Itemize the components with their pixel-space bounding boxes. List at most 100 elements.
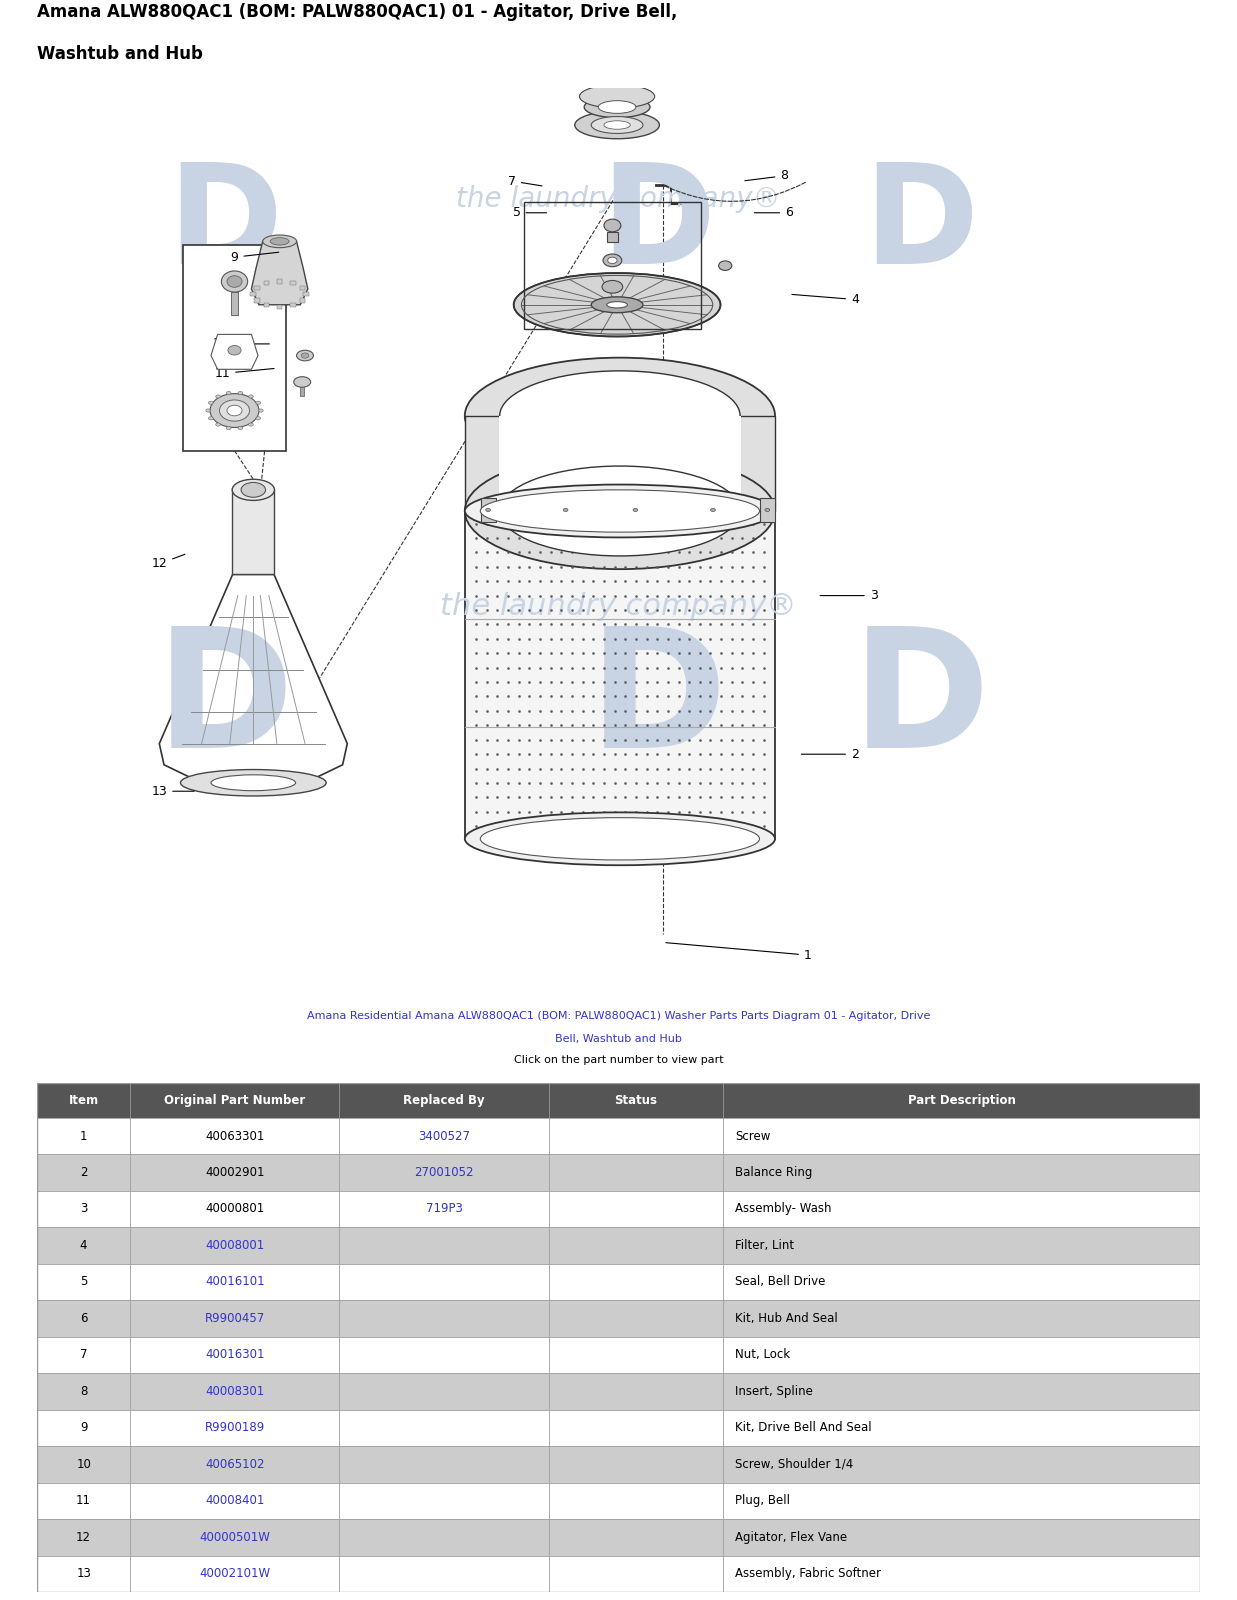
Ellipse shape (604, 219, 621, 232)
Bar (549, 1336, 724, 1373)
Ellipse shape (465, 453, 776, 570)
Bar (263, 302, 270, 307)
Text: 2: 2 (80, 1166, 88, 1179)
Text: Part Description: Part Description (908, 1094, 1016, 1107)
Text: 40008301: 40008301 (205, 1386, 265, 1398)
Bar (549, 1227, 724, 1264)
Text: Nut, Lock: Nut, Lock (735, 1349, 790, 1362)
Bar (250, 293, 256, 296)
Text: 13: 13 (77, 1568, 92, 1581)
Text: D: D (851, 619, 990, 782)
Bar (130, 1301, 339, 1336)
Bar (130, 1336, 339, 1373)
Ellipse shape (465, 485, 776, 538)
Bar (724, 1118, 1200, 1154)
Bar (301, 387, 304, 395)
Bar (37, 1373, 130, 1410)
Text: 1: 1 (80, 1130, 88, 1142)
Bar (130, 1118, 339, 1154)
Bar (339, 1190, 549, 1227)
Ellipse shape (221, 270, 247, 293)
Text: 8: 8 (80, 1386, 88, 1398)
Bar (339, 1483, 549, 1518)
Ellipse shape (249, 422, 254, 426)
Text: 40016301: 40016301 (205, 1349, 265, 1362)
Bar (254, 286, 260, 290)
Text: Click on the part number to view part: Click on the part number to view part (513, 1054, 724, 1066)
Text: 40002901: 40002901 (205, 1166, 265, 1179)
Bar (549, 1518, 724, 1555)
Ellipse shape (719, 261, 732, 270)
Bar (37, 1190, 130, 1227)
Ellipse shape (219, 400, 250, 421)
Bar (724, 1446, 1200, 1483)
Bar (130, 1227, 339, 1264)
Ellipse shape (486, 509, 490, 512)
Text: 40008001: 40008001 (205, 1238, 265, 1251)
Bar (130, 1190, 339, 1227)
Bar (705, 498, 720, 522)
Ellipse shape (215, 422, 220, 426)
Ellipse shape (293, 376, 310, 387)
Bar (277, 280, 282, 283)
Ellipse shape (238, 392, 242, 395)
Text: D: D (167, 158, 283, 293)
Text: 40063301: 40063301 (205, 1130, 265, 1142)
Ellipse shape (500, 371, 740, 461)
Bar (299, 286, 306, 290)
Text: 4: 4 (80, 1238, 88, 1251)
Text: 5: 5 (80, 1275, 88, 1288)
Bar (465, 416, 776, 510)
Ellipse shape (228, 275, 242, 288)
Bar (339, 1446, 549, 1483)
Bar (724, 1336, 1200, 1373)
Ellipse shape (584, 96, 649, 118)
Bar (628, 498, 643, 522)
Bar (37, 1118, 130, 1154)
Text: Washtub and Hub: Washtub and Hub (37, 45, 203, 64)
Ellipse shape (480, 818, 760, 859)
Bar (339, 1555, 549, 1592)
Text: Kit, Hub And Seal: Kit, Hub And Seal (735, 1312, 837, 1325)
Bar (37, 1227, 130, 1264)
Bar (339, 1373, 549, 1410)
Ellipse shape (205, 410, 210, 413)
Text: Assembly, Fabric Softner: Assembly, Fabric Softner (735, 1568, 881, 1581)
Bar (724, 1264, 1200, 1301)
Bar (289, 302, 296, 307)
Text: 6: 6 (80, 1312, 88, 1325)
Bar (130, 1410, 339, 1446)
Text: 9: 9 (80, 1421, 88, 1434)
Bar (339, 1336, 549, 1373)
Text: 1: 1 (666, 942, 811, 962)
Ellipse shape (262, 235, 297, 248)
Text: R9900457: R9900457 (204, 1312, 265, 1325)
Bar (37, 1555, 130, 1592)
Ellipse shape (249, 395, 254, 398)
Bar (549, 1555, 724, 1592)
Ellipse shape (602, 280, 622, 293)
Text: Balance Ring: Balance Ring (735, 1166, 813, 1179)
Text: R9900189: R9900189 (204, 1421, 265, 1434)
Bar (37, 1518, 130, 1555)
Bar (233, 490, 275, 574)
Bar (339, 1083, 549, 1118)
Text: Replaced By: Replaced By (403, 1094, 485, 1107)
Ellipse shape (210, 394, 259, 427)
Text: Status: Status (615, 1094, 657, 1107)
Bar (549, 1446, 724, 1483)
Bar (549, 1483, 724, 1518)
Ellipse shape (513, 274, 720, 336)
Text: 2: 2 (802, 747, 858, 760)
Text: 7: 7 (508, 174, 542, 187)
Ellipse shape (241, 483, 266, 498)
Ellipse shape (764, 509, 769, 512)
Bar (277, 304, 282, 309)
Text: 3: 3 (80, 1203, 88, 1216)
Text: Seal, Bell Drive: Seal, Bell Drive (735, 1275, 825, 1288)
Bar (339, 1410, 549, 1446)
Bar (37, 1264, 130, 1301)
Bar (724, 1083, 1200, 1118)
Bar (549, 1301, 724, 1336)
Bar (130, 1154, 339, 1190)
